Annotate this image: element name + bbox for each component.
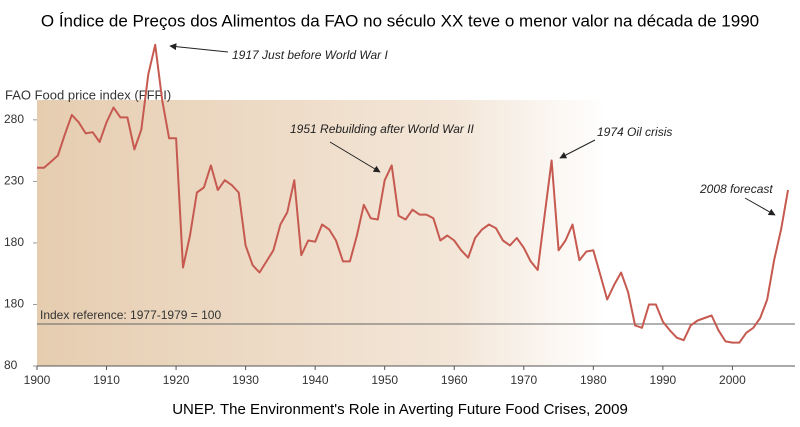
line (37, 43, 789, 344)
x-tick-label: 1920 (163, 373, 190, 387)
x-tick-label: 1980 (580, 373, 607, 387)
annotation: 1917 Just before World War I (232, 48, 389, 62)
annotation-arrow (744, 197, 776, 216)
annotation-arrow (559, 139, 596, 159)
x-tick-label: 1930 (232, 373, 259, 387)
x-tick-label: 1950 (371, 373, 398, 387)
annotation-arrow (329, 141, 381, 173)
y-tick-label: 230 (4, 174, 24, 188)
annotation-arrow (169, 43, 229, 53)
x-tick-label: 1960 (441, 373, 468, 387)
y-tick-label: 180 (4, 235, 24, 249)
chart-title: O Índice de Preços dos Alimentos da FAO … (41, 11, 759, 30)
plot-background (37, 100, 795, 366)
x-tick-label: 2000 (719, 373, 746, 387)
annotation: 1974 Oil crisis (597, 125, 672, 139)
x-tick-label: 1940 (302, 373, 329, 387)
annotation: 2008 forecast (699, 182, 773, 196)
reference-label: Index reference: 1977-1979 = 100 (40, 308, 221, 322)
y-tick-label: 280 (4, 112, 24, 126)
x-tick-label: 1970 (510, 373, 537, 387)
y-axis-label: FAO Food price index (FFPI) (5, 87, 171, 102)
y-tick-label: 80 (4, 358, 18, 372)
x-tick-label: 1900 (24, 373, 51, 387)
caption: UNEP. The Environment's Role in Averting… (172, 401, 628, 418)
x-tick-label: 1990 (650, 373, 677, 387)
y-tick-label: 180 (4, 297, 24, 311)
x-tick-label: 1910 (93, 373, 120, 387)
annotation: 1951 Rebuilding after World War II (290, 122, 475, 136)
